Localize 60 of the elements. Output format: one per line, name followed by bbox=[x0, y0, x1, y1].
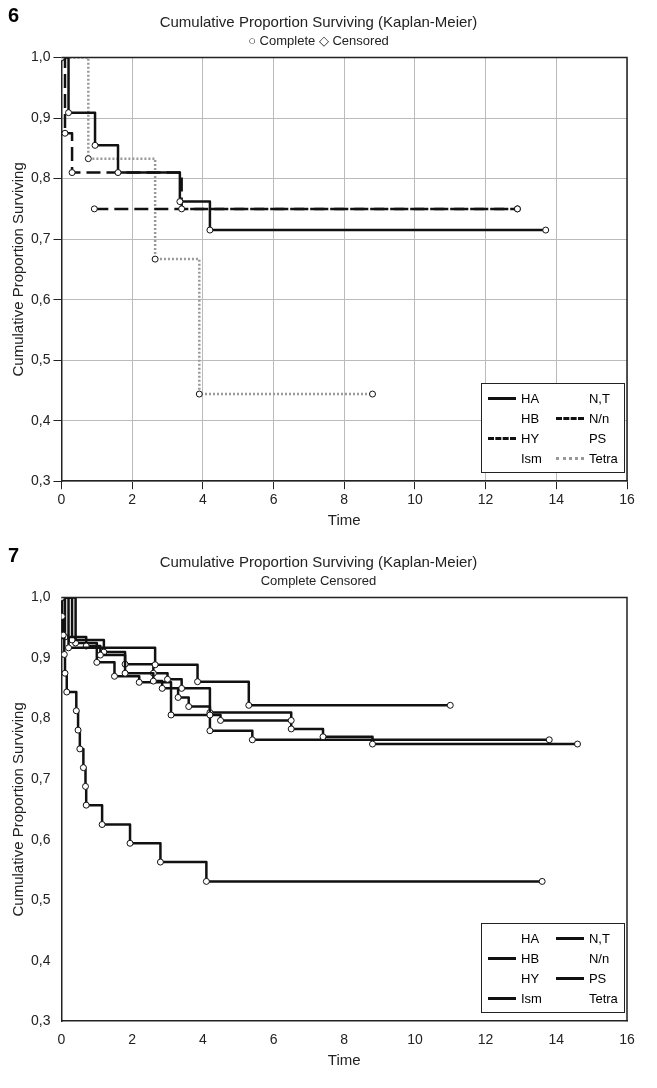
chart-title: Cumulative Proportion Surviving (Kaplan-Meier) bbox=[159, 13, 478, 31]
x-tick-label: 14 bbox=[548, 1031, 565, 1048]
text: PS bbox=[588, 430, 607, 446]
chart-subtitle: ○ Complete ◇ Censored bbox=[248, 33, 389, 49]
x-tick-label: 14 bbox=[548, 491, 565, 508]
chart-title: Cumulative Proportion Surviving (Kaplan-Meier) bbox=[159, 553, 478, 571]
x-tick-label: 0 bbox=[57, 1031, 66, 1048]
legend-label: Tetra bbox=[588, 450, 618, 466]
x-tick-label: 8 bbox=[340, 491, 349, 508]
y-tick-label: 0,7 bbox=[30, 770, 51, 786]
x-tick-label: 12 bbox=[477, 1031, 494, 1048]
y-axis-title: Cumulative Proportion Surviving bbox=[9, 162, 27, 377]
y-tick-label: 0,4 bbox=[30, 411, 51, 428]
x-axis-title: Time bbox=[327, 511, 361, 529]
text: 6 bbox=[8, 4, 20, 27]
y-tick-label: 0,5 bbox=[30, 891, 51, 908]
y-tick-label: 0,5 bbox=[30, 351, 51, 368]
x-tick-label: 8 bbox=[340, 1031, 349, 1048]
y-tick-label: 0,4 bbox=[30, 951, 51, 968]
x-tick-label: 2 bbox=[128, 491, 137, 508]
y-tick-label: 1,0 bbox=[30, 588, 51, 605]
y-tick-label: 0,6 bbox=[30, 290, 51, 307]
x-axis-title: Time bbox=[327, 1051, 361, 1069]
y-tick-label: 1,0 bbox=[30, 48, 51, 65]
y-tick-label: 0,9 bbox=[30, 648, 51, 665]
y-axis-title: Cumulative Proportion Surviving bbox=[9, 702, 27, 917]
x-tick-label: 16 bbox=[619, 1031, 635, 1048]
y-tick-label: 0,7 bbox=[30, 230, 51, 246]
text: Ism bbox=[521, 450, 542, 466]
legend-label: HY bbox=[521, 430, 540, 446]
legend-label: HB bbox=[521, 950, 540, 966]
text: HA bbox=[521, 930, 540, 946]
x-tick-label: 10 bbox=[407, 1031, 423, 1048]
x-tick-label: 10 bbox=[407, 491, 423, 508]
x-tick-label: 16 bbox=[619, 491, 635, 508]
legend-label: PS bbox=[588, 970, 607, 986]
x-tick-label: 2 bbox=[128, 1031, 137, 1048]
y-tick-label: 0,6 bbox=[30, 830, 51, 847]
y-tick-label: 0,9 bbox=[30, 108, 51, 125]
text: N,T bbox=[588, 390, 610, 406]
text: N/n bbox=[588, 950, 610, 966]
text: 7 bbox=[8, 544, 20, 567]
x-tick-label: 6 bbox=[269, 1031, 278, 1048]
chart-subtitle: Complete Censored bbox=[260, 573, 377, 589]
x-tick-label: 12 bbox=[477, 491, 494, 508]
y-tick-label: 0,3 bbox=[30, 1012, 51, 1029]
y-tick-label: 0,8 bbox=[30, 709, 51, 726]
text: HB bbox=[521, 410, 540, 426]
x-tick-label: 4 bbox=[198, 1031, 207, 1048]
y-tick-label: 0,3 bbox=[30, 472, 51, 489]
legend-label: N/n bbox=[588, 410, 610, 426]
legend-label: N,T bbox=[588, 930, 610, 946]
x-tick-label: 4 bbox=[198, 491, 207, 508]
legend-label: Ism bbox=[521, 990, 542, 1006]
y-tick-label: 0,8 bbox=[30, 169, 51, 186]
text: Tetra bbox=[588, 990, 618, 1006]
legend-label: HA bbox=[521, 390, 540, 406]
x-tick-label: 0 bbox=[57, 491, 66, 508]
x-tick-label: 6 bbox=[269, 491, 278, 508]
text: HY bbox=[521, 970, 540, 986]
